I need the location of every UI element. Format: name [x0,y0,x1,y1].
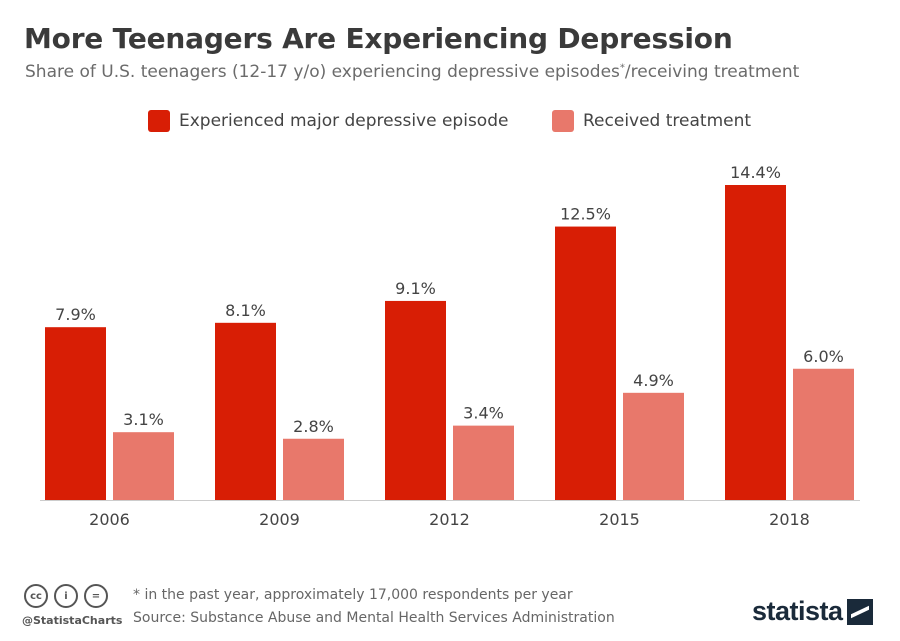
legend-item-major: Experienced major depressive episode [148,110,508,132]
bar-major-2012 [385,300,446,500]
data-label-treatment-2006: 3.1% [123,410,164,429]
chart-legend: Experienced major depressive episode Rec… [0,110,900,134]
subtitle-text: Share of U.S. teenagers (12-17 y/o) expe… [25,62,620,82]
brand-wordmark: statista [752,596,843,626]
brand-mark-icon [846,598,873,625]
subtitle-footnote-mark: * [619,62,625,74]
license-icons: cc i = [24,584,114,608]
data-label-treatment-2015: 4.9% [633,371,674,390]
person-icon: i [54,584,78,608]
legend-label-major: Experienced major depressive episode [179,111,509,131]
bar-chart: 7.9% 3.1% 2006 8.1% 2.8% 2009 9.1% 3.4% 2012 12.5… [40,163,860,529]
data-label-treatment-2012: 3.4% [463,404,504,423]
chart-subtitle: Share of U.S. teenagers (12-17 y/o) expe… [25,62,799,82]
bar-major-2006 [45,327,106,500]
x-tick-label-2009: 2009 [259,510,300,529]
legend-swatch-treatment [552,110,574,132]
legend-swatch-major [148,110,170,132]
bar-major-2018 [725,185,786,500]
cc-icon: cc [24,584,48,608]
data-label-major-2018: 14.4% [730,163,781,182]
x-tick-label-2015: 2015 [599,510,640,529]
bar-treatment-2018 [793,368,854,500]
bar-treatment-2012 [453,425,514,500]
data-label-major-2009: 8.1% [225,301,266,320]
bar-treatment-2009 [283,438,344,500]
twitter-handle[interactable]: @StatistaCharts [22,614,123,627]
bar-treatment-2015 [623,392,684,500]
data-label-treatment-2009: 2.8% [293,417,334,436]
data-label-major-2015: 12.5% [560,205,611,224]
data-label-major-2012: 9.1% [395,279,436,298]
subtitle-text-end: /receiving treatment [624,62,800,82]
bar-major-2015 [555,226,616,500]
legend-item-treatment: Received treatment [552,110,751,132]
bar-treatment-2006 [113,432,174,500]
x-tick-label-2012: 2012 [429,510,470,529]
footnote: * in the past year, approximately 17,000… [133,587,573,603]
equal-icon: = [84,584,108,608]
legend-label-treatment: Received treatment [583,111,752,131]
x-tick-label-2006: 2006 [89,510,130,529]
data-label-treatment-2018: 6.0% [803,347,844,366]
statista-logo[interactable]: statista [752,596,873,627]
x-tick-label-2018: 2018 [769,510,810,529]
bar-major-2009 [215,322,276,500]
source-note: Source: Substance Abuse and Mental Healt… [133,610,615,626]
chart-title: More Teenagers Are Experiencing Depressi… [24,22,733,55]
data-label-major-2006: 7.9% [55,305,96,324]
